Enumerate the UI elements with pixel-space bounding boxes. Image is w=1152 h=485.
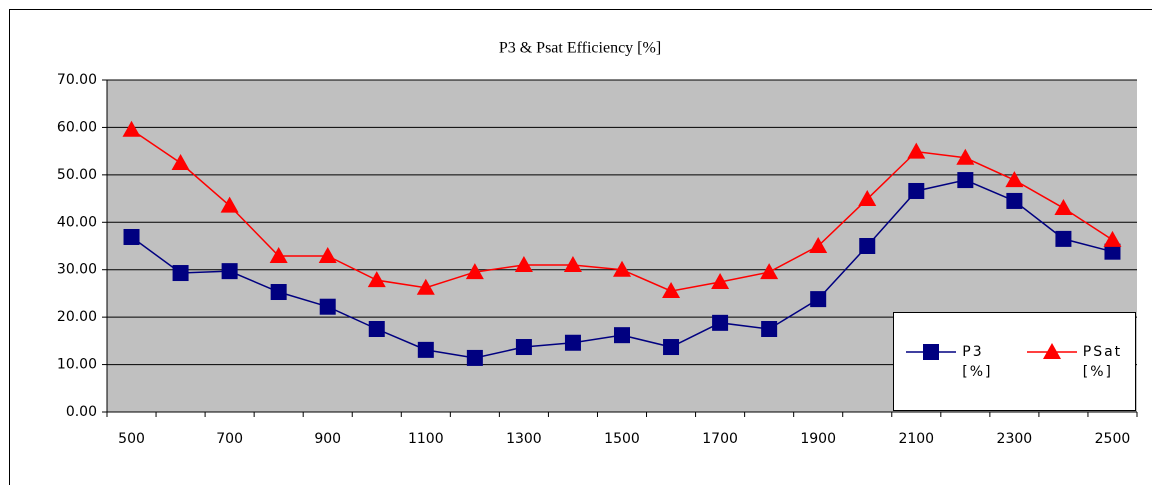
marker: [613, 260, 631, 277]
marker: [662, 282, 681, 299]
marker: [1054, 199, 1073, 216]
y-tick-label: 10.00: [57, 357, 97, 373]
marker: [172, 265, 189, 282]
marker: [1055, 230, 1072, 247]
legend-item: PSat [%]: [1026, 342, 1123, 382]
x-tick-label: 1900: [800, 431, 836, 447]
marker: [614, 327, 630, 344]
marker: [122, 120, 141, 137]
marker: [465, 263, 484, 280]
x-tick-label: 1300: [506, 431, 542, 447]
marker: [171, 154, 190, 170]
y-tick-label: 40.00: [57, 214, 97, 230]
marker: [957, 172, 974, 189]
marker: [760, 263, 779, 280]
marker: [1042, 342, 1061, 359]
marker: [1005, 171, 1024, 188]
chart-title: P3 & Psat Efficiency [%]: [499, 40, 661, 57]
marker: [221, 263, 238, 280]
marker: [123, 228, 140, 245]
marker: [859, 238, 876, 254]
marker: [564, 334, 581, 351]
legend-label: PSat [%]: [1082, 343, 1123, 380]
y-tick-label: 0.00: [66, 404, 97, 420]
legend-icon: [1026, 342, 1077, 359]
marker: [318, 246, 337, 263]
y-tick-label: 30.00: [57, 262, 97, 278]
marker: [761, 321, 778, 337]
marker: [416, 278, 435, 295]
legend: P3 [%] PSat [%]: [893, 312, 1136, 411]
legend-item: P3 [%]: [906, 342, 1002, 382]
marker: [367, 271, 386, 288]
marker: [858, 190, 877, 207]
marker: [908, 182, 925, 199]
marker: [514, 255, 533, 272]
marker: [417, 341, 434, 358]
marker: [269, 246, 288, 263]
marker: [809, 237, 828, 253]
x-tick-label: 900: [314, 431, 341, 447]
marker: [956, 148, 975, 165]
legend-icon: [906, 343, 957, 360]
marker: [712, 314, 729, 331]
y-tick-label: 20.00: [57, 309, 97, 325]
marker: [711, 273, 730, 290]
marker: [663, 339, 680, 356]
marker: [319, 298, 336, 315]
marker: [368, 321, 385, 337]
marker: [810, 291, 827, 308]
x-tick-label: 1500: [604, 431, 640, 447]
y-tick-label: 70.00: [57, 72, 97, 88]
x-tick-label: 1700: [702, 431, 738, 447]
x-tick-label: 1100: [408, 431, 444, 447]
marker: [923, 343, 940, 360]
marker: [907, 142, 926, 159]
marker: [466, 349, 483, 366]
y-tick-label: 60.00: [57, 119, 97, 135]
marker: [563, 255, 582, 272]
x-tick-label: 2300: [997, 431, 1033, 447]
marker: [1006, 192, 1023, 209]
marker: [220, 196, 239, 213]
legend-label: P3 [%]: [962, 343, 993, 380]
x-tick-label: 700: [216, 431, 243, 447]
marker: [515, 339, 532, 356]
x-tick-label: 500: [118, 431, 145, 447]
y-tick-label: 50.00: [57, 167, 97, 183]
marker: [1104, 243, 1121, 260]
x-tick-label: 2100: [898, 431, 934, 447]
x-tick-label: 2500: [1095, 431, 1131, 447]
marker: [270, 284, 287, 301]
marker: [1103, 230, 1122, 247]
